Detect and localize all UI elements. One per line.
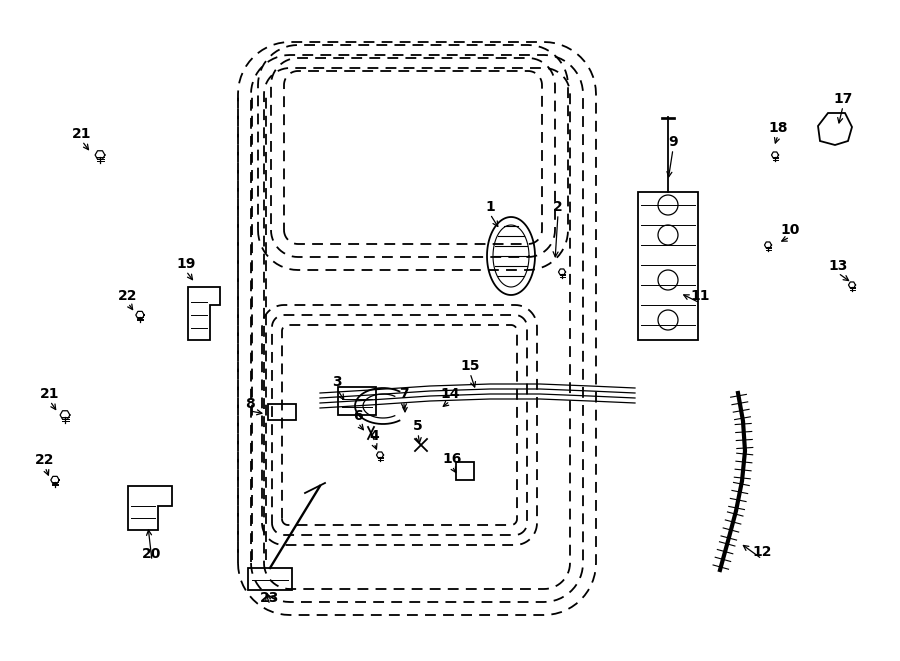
Text: 4: 4 xyxy=(369,429,379,443)
Text: 8: 8 xyxy=(245,397,255,411)
Text: 3: 3 xyxy=(332,375,342,389)
Text: 11: 11 xyxy=(690,289,710,303)
Bar xyxy=(456,462,474,480)
Text: 22: 22 xyxy=(118,289,138,303)
Bar xyxy=(638,192,698,340)
Text: 9: 9 xyxy=(668,135,678,149)
Text: 7: 7 xyxy=(400,387,409,401)
Text: 21: 21 xyxy=(72,127,92,141)
Text: 2: 2 xyxy=(554,200,562,214)
Text: 14: 14 xyxy=(440,387,460,401)
Text: 5: 5 xyxy=(413,419,423,433)
Text: 15: 15 xyxy=(460,359,480,373)
Text: 12: 12 xyxy=(752,545,772,559)
Text: 20: 20 xyxy=(142,547,162,561)
Text: 10: 10 xyxy=(780,223,800,237)
Bar xyxy=(338,387,376,415)
Text: 1: 1 xyxy=(485,200,495,214)
Text: 19: 19 xyxy=(176,257,195,271)
Text: 6: 6 xyxy=(353,409,363,423)
Bar xyxy=(248,568,292,590)
Text: 22: 22 xyxy=(35,453,55,467)
Text: 18: 18 xyxy=(769,121,788,135)
Text: 13: 13 xyxy=(828,259,848,273)
Bar xyxy=(268,404,296,420)
Text: 21: 21 xyxy=(40,387,59,401)
Text: 16: 16 xyxy=(442,452,462,466)
Text: 17: 17 xyxy=(833,92,852,106)
Text: 23: 23 xyxy=(260,591,280,605)
